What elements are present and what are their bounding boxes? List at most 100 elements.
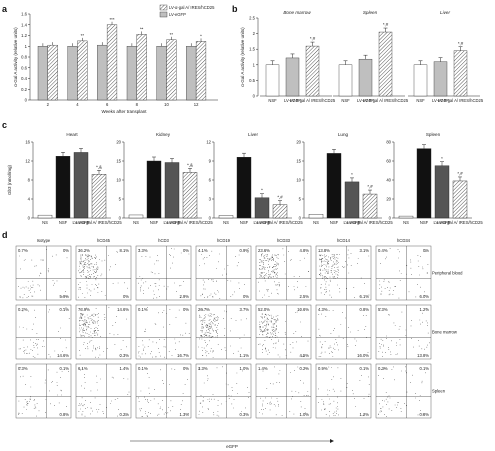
quadrant-top-right-value: 0% xyxy=(183,366,189,371)
flow-plot-box xyxy=(15,245,72,301)
quadrant-bottom-right-value: 0% xyxy=(243,294,249,299)
y-tick-label: 0.8 xyxy=(21,55,27,60)
bar xyxy=(453,50,468,97)
quadrant-top-right-value: 0% xyxy=(63,248,69,253)
y-tick-label: 0.6 xyxy=(21,65,27,70)
x-tick-label: NS xyxy=(133,220,139,225)
bar xyxy=(338,64,353,97)
y-tick-label: 1.4 xyxy=(21,22,27,27)
significance-label: *,& xyxy=(96,164,102,169)
bar xyxy=(126,46,137,101)
group-title: Bone marrow xyxy=(283,10,311,15)
quadrant-bottom-right-value: 0.8% xyxy=(59,412,69,417)
column-label: hCD34 xyxy=(397,238,411,243)
quadrant-bottom-right-value: 6.1% xyxy=(359,294,369,299)
y-tick-label: 10 xyxy=(296,178,301,183)
bar xyxy=(344,181,360,219)
legend-label: LV-α-gal A/ IRES/hCD25 xyxy=(169,5,215,10)
y-tick-label: 1.5 xyxy=(249,47,255,52)
y-tick-label: 0.5 xyxy=(249,78,255,83)
quadrant-top-right-value: 0.1% xyxy=(59,307,69,312)
quadrant-top-right-value: 0.1% xyxy=(359,366,369,371)
quadrant-top-left-value: 13.8% xyxy=(318,248,330,253)
significance-label: ** xyxy=(140,26,144,31)
flow-plot-box xyxy=(135,363,192,419)
column-label: Isotype xyxy=(37,238,51,243)
flow-plot-box xyxy=(15,304,72,360)
quadrant-bottom-right-value: 4.5% xyxy=(299,353,309,358)
flow-plot-box xyxy=(255,363,312,419)
y-axis-title: α-Gal A activity (relative units) xyxy=(13,27,18,87)
x-tick-label: LV-eGFP xyxy=(254,220,271,225)
quadrant-top-right-value: 1.4% xyxy=(119,366,129,371)
x-tick-label: 4 xyxy=(76,102,79,107)
x-tick-label: LV-α-gal A/ IRES/hCD25 xyxy=(257,220,303,225)
flow-dots xyxy=(258,248,309,298)
bar xyxy=(37,46,48,101)
quadrant-bottom-right-value: 14.6% xyxy=(57,353,69,358)
bar xyxy=(47,44,58,101)
group-title: Spleen xyxy=(426,132,441,137)
bar xyxy=(362,193,378,219)
quadrant-top-left-value: 6.1% xyxy=(78,366,88,371)
bar xyxy=(272,204,288,219)
quadrant-top-left-value: 5.3% xyxy=(378,307,388,312)
x-tick-label: LV-eGFP xyxy=(344,220,361,225)
quadrant-bottom-right-value: 0.2% xyxy=(119,412,129,417)
x-tick-label: LV-α-gal A/ IRES/hCD25 xyxy=(290,98,336,103)
flow-plot-box xyxy=(75,304,132,360)
x-axis-title: eGFP xyxy=(226,444,238,449)
quadrant-top-left-value: 4.1% xyxy=(198,248,208,253)
y-tick-label: 0 xyxy=(28,216,31,221)
quadrant-top-left-value: 4.3% xyxy=(318,307,328,312)
y-tick-label: 20 xyxy=(386,197,391,202)
bar xyxy=(378,31,393,97)
row-label: Peripheral blood xyxy=(432,271,463,276)
flow-plot-box xyxy=(75,363,132,419)
bar xyxy=(398,215,414,219)
bar xyxy=(254,197,270,219)
x-tick-label: NS xyxy=(42,220,48,225)
quadrant-top-left-value: 0.1% xyxy=(138,366,148,371)
group-title: Spleen xyxy=(363,10,378,15)
x-tick-label: NSF xyxy=(268,98,277,103)
x-tick-label: NSF xyxy=(416,98,425,103)
panel-d-flow: Isotype hCD45 hCD3 hCD19 hCD33 hCD14 hCD34 Peri… xyxy=(15,238,463,449)
quadrant-top-left-value: 0.1% xyxy=(138,307,148,312)
bar xyxy=(326,153,342,219)
panel-a-letter: a xyxy=(2,4,8,14)
bar xyxy=(37,214,53,219)
quadrant-top-left-value: 0.3% xyxy=(18,366,28,371)
significance-label: ** xyxy=(170,32,174,37)
y-axis-title: α-Gal A activity (relative units) xyxy=(240,27,245,87)
x-tick-label: 6 xyxy=(106,102,109,107)
flow-plot-box xyxy=(315,304,372,360)
y-tick-label: 1.2 xyxy=(21,33,27,38)
panel-b-letter: b xyxy=(232,4,238,14)
x-tick-label: NS xyxy=(223,220,229,225)
quadrant-top-left-value: 20.7% xyxy=(198,307,210,312)
quadrant-top-right-value: 1.0% xyxy=(239,366,249,371)
significance-label: *,# xyxy=(383,22,389,27)
y-tick-label: 20 xyxy=(296,140,301,145)
quadrant-bottom-right-value: 0.3% xyxy=(119,353,129,358)
x-tick-label: LV-eGFP xyxy=(357,98,374,103)
bar xyxy=(128,214,144,219)
group-title: Lung xyxy=(338,132,349,137)
bar xyxy=(91,174,107,219)
bar xyxy=(218,215,234,219)
group-title: Liver xyxy=(248,132,258,137)
bar xyxy=(55,156,71,219)
flow-plot-box xyxy=(195,245,252,301)
row-label: Bone marrow xyxy=(432,330,458,335)
x-tick-label: 8 xyxy=(136,102,139,107)
y-tick-label: 0.4 xyxy=(21,76,27,81)
y-tick-label: 10 xyxy=(116,178,121,183)
significance-label: *,# xyxy=(457,171,463,176)
bar xyxy=(265,64,280,97)
x-tick-label: LV-α-gal A/ IRES/hCD25 xyxy=(76,220,122,225)
flow-plot-box xyxy=(15,363,72,419)
quadrant-top-left-value: 0.4% xyxy=(378,248,388,253)
bar xyxy=(308,213,324,219)
y-tick-label: 12 xyxy=(25,159,30,164)
